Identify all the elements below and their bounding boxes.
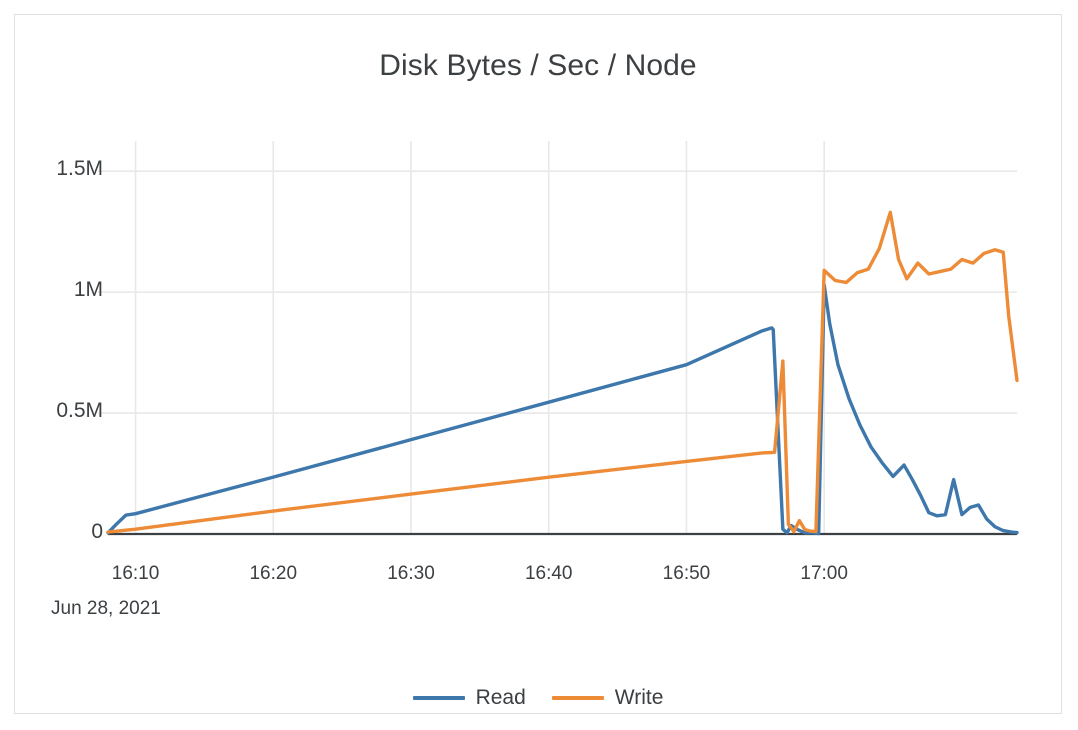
horizontal-gridlines [98, 170, 1017, 414]
x-axis-tick-label-5: 17:00 [800, 563, 848, 584]
y-axis-labels: 0 0.5M 1M 1.5M [25, 15, 103, 715]
series-line-write [106, 210, 1019, 534]
legend-label-write: Write [614, 686, 664, 709]
x-axis-date-label: Jun 28, 2021 [51, 598, 161, 619]
legend-swatch-write [551, 695, 604, 700]
y-axis-tick-label-3: 1.5M [56, 157, 103, 181]
x-axis-tick-label-0: 16:10 [111, 563, 160, 584]
x-axis-tick-label-3: 16:40 [524, 563, 573, 584]
legend-swatch-read [412, 695, 465, 700]
legend-label-read: Read [475, 686, 526, 709]
plot-area: 0 0.5M 1M 1.5M 16:10 16:20 16:30 16:40 16:50 17:… [15, 15, 1063, 715]
x-axis-tick-label-2: 16:30 [387, 563, 435, 584]
legend-item-write[interactable]: Write [551, 686, 664, 709]
legend-item-read[interactable]: Read [412, 686, 526, 709]
x-axis-labels: 16:10 16:20 16:30 16:40 16:50 17:00 [15, 15, 1063, 715]
series-line-read [106, 283, 1019, 536]
y-axis-tick-label-1: 0.5M [56, 399, 103, 423]
x-axis-tick-label-4: 16:50 [662, 563, 711, 584]
x-axis-tick-label-1: 16:20 [249, 563, 298, 584]
chart-legend: Read Write [15, 687, 1061, 708]
y-axis-tick-label-0: 0 [91, 520, 103, 543]
chart-title: Disk Bytes / Sec / Node [379, 49, 697, 82]
y-axis-tick-label-2: 1M [73, 278, 103, 302]
series-lines [106, 210, 1019, 536]
chart-svg [98, 141, 1019, 536]
chart-card: Disk Bytes / Sec / Node 0 0.5M 1M 1.5M 16:1… [14, 14, 1062, 714]
